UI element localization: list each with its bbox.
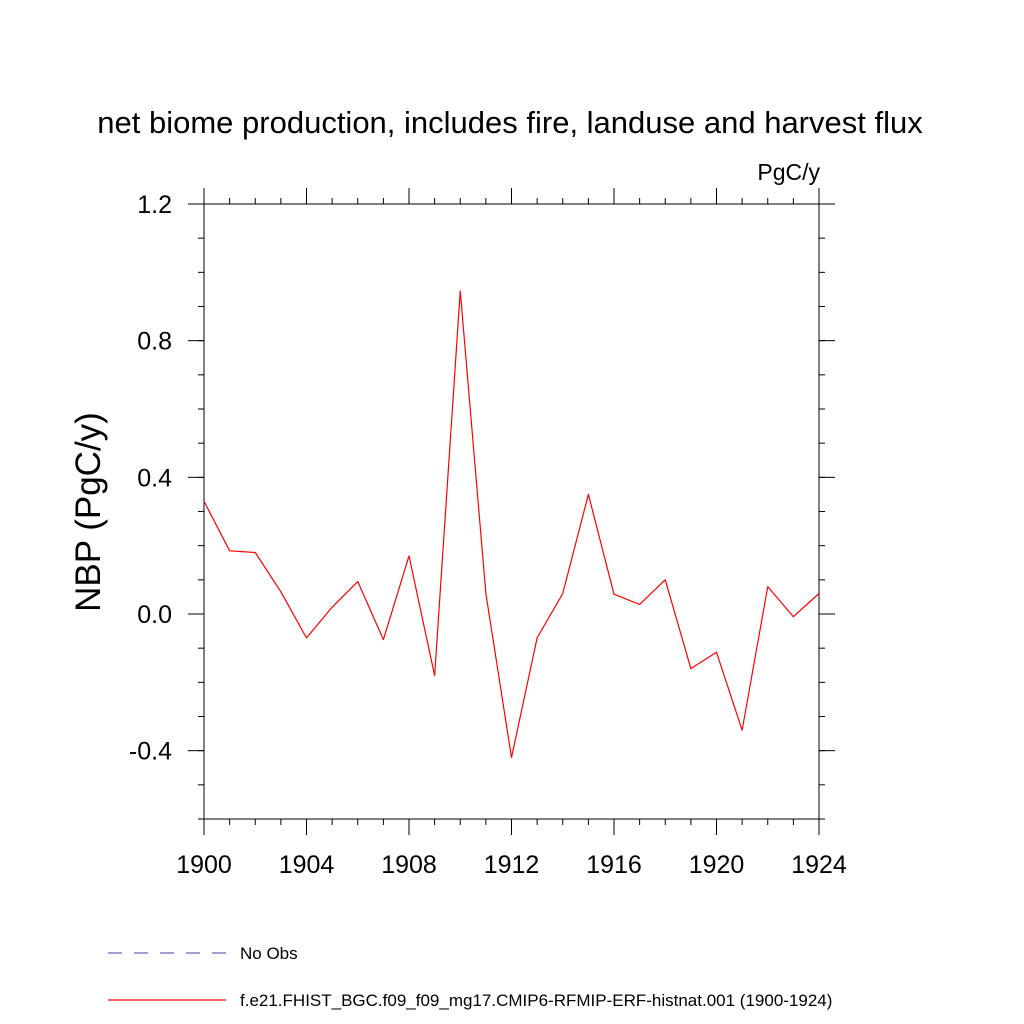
y-tick-label: 0.0 <box>137 601 172 629</box>
y-tick-label: 0.4 <box>137 464 172 492</box>
series-line <box>203 290 820 759</box>
y-tick-label: 0.8 <box>137 328 172 356</box>
x-tick-label: 1900 <box>176 851 232 879</box>
x-tick-label: 1912 <box>484 851 540 879</box>
y-tick-label: -0.4 <box>129 738 172 766</box>
x-tick-label: 1904 <box>279 851 335 879</box>
legend-label: f.e21.FHIST_BGC.f09_f09_mg17.CMIP6-RFMIP… <box>240 991 832 1010</box>
plot-frame <box>203 203 820 820</box>
x-tick-labels: 1900 1904 1908 1912 1916 1920 1924 <box>176 851 847 879</box>
units-label: PgC/y <box>757 159 820 185</box>
series-lines <box>203 290 820 759</box>
legend-label: No Obs <box>240 944 298 963</box>
x-tick-label: 1916 <box>586 851 642 879</box>
x-tick-label: 1924 <box>791 851 847 879</box>
y-tick-labels: -0.4 0.0 0.4 0.8 1.2 <box>129 191 172 766</box>
axis-ticks <box>188 188 835 835</box>
x-tick-label: 1920 <box>689 851 745 879</box>
y-axis-label: NBP (PgC/y) <box>69 412 108 612</box>
y-tick-label: 1.2 <box>137 191 172 219</box>
legend: No Obs f.e21.FHIST_BGC.f09_f09_mg17.CMIP6… <box>108 944 832 1010</box>
chart-title: net biome production, includes fire, lan… <box>97 105 923 140</box>
x-tick-label: 1908 <box>381 851 437 879</box>
